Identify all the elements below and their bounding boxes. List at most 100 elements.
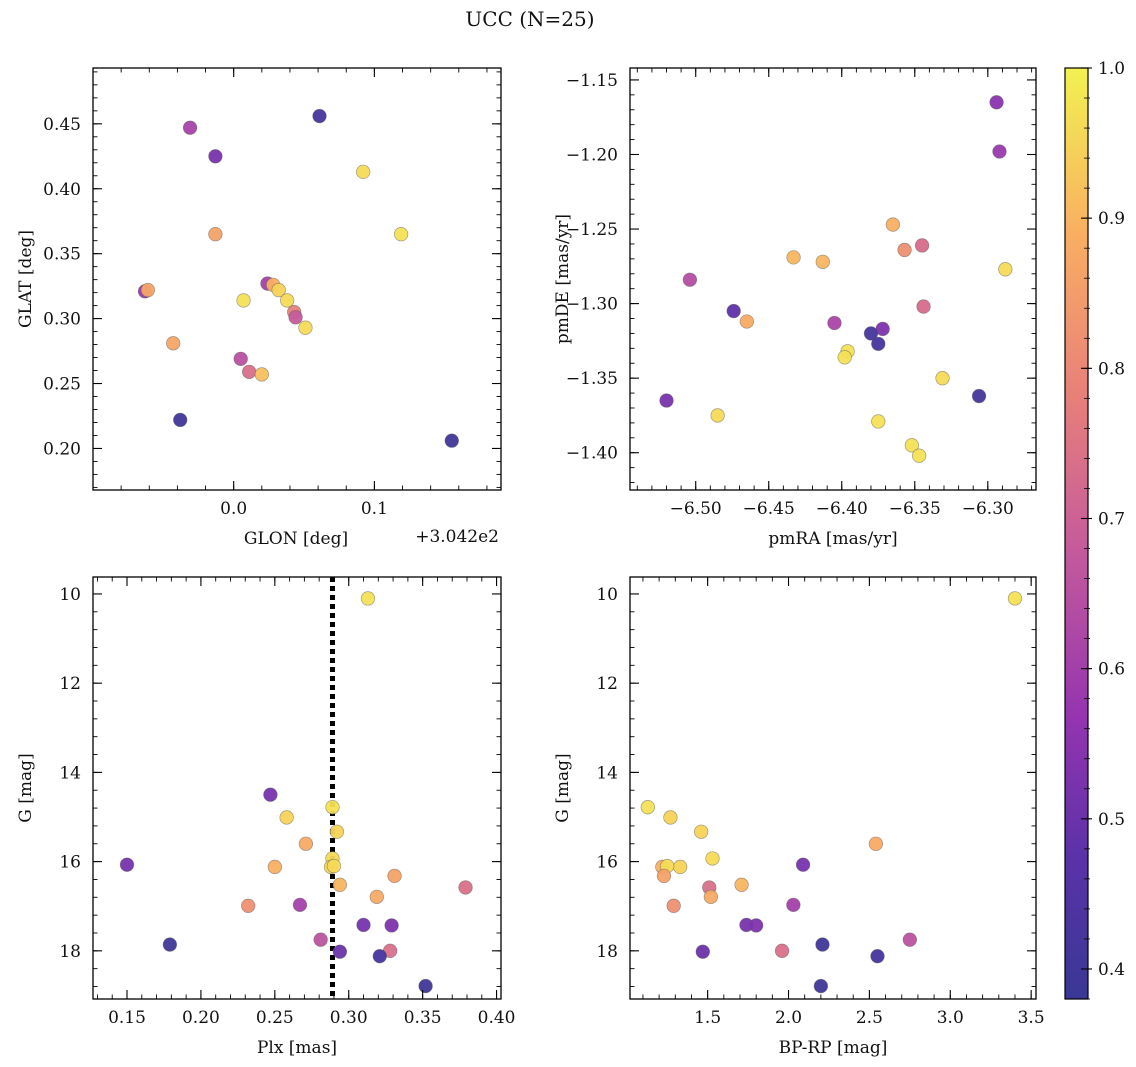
axes-frame — [92, 576, 502, 1000]
panel-4: 1.5 2.0 2.5 3.0 3.5 10 12 14 16 18 BP-RP [mag] G [m… — [553, 576, 1045, 1058]
y-tick-label: 0.30 — [43, 310, 81, 330]
y-tick-label: 0.35 — [43, 245, 81, 265]
scatter-point — [868, 836, 884, 851]
scatter-point — [279, 810, 294, 825]
scatter-point — [418, 978, 433, 994]
y-tick-label: 12 — [59, 674, 81, 694]
scatter-point — [666, 898, 681, 913]
scatter-point — [672, 859, 688, 875]
x-tick-label: −6.35 — [889, 499, 941, 519]
scatter-point — [162, 937, 178, 952]
x-tick-label: 0.35 — [404, 1008, 442, 1028]
y-tick-label: −1.30 — [566, 295, 618, 315]
colorbar-tick-label: 1.0 — [1098, 59, 1125, 79]
colorbar: 0.4 0.5 0.6 0.7 0.8 0.9 1.0 — [1064, 59, 1125, 1000]
panels: 0.0 0.1 0.20 0.25 0.30 0.35 0.40 0.45 GLON [deg]… — [16, 67, 1045, 1058]
scatter-point — [140, 282, 156, 298]
y-tick-label: 14 — [59, 763, 81, 783]
scatter-point — [267, 859, 282, 875]
y-axis-label: pmDE [mas/yr] — [553, 214, 573, 344]
scatter-point — [795, 857, 811, 872]
scatter-point — [871, 336, 886, 352]
x-tick-label: −6.30 — [962, 499, 1014, 519]
scatter-point — [726, 303, 741, 319]
x-tick-label: 3.5 — [1018, 1008, 1045, 1028]
scatter-point — [233, 351, 248, 367]
scatter-point — [863, 326, 879, 341]
x-tick-label: 0.30 — [330, 1008, 368, 1028]
x-tick-label: −6.40 — [816, 499, 868, 519]
scatter-point — [387, 868, 402, 884]
scatter-point — [360, 591, 376, 606]
colorbar-tick-label: 0.9 — [1098, 209, 1125, 229]
y-tick-label: 10 — [59, 585, 81, 605]
scatter-point — [355, 164, 371, 180]
scatter-point — [369, 889, 384, 904]
scatter-point — [813, 978, 829, 994]
y-axis-label: G [mag] — [16, 753, 36, 822]
scatter-point — [326, 858, 342, 874]
figure-title: UCC (N=25) — [465, 7, 594, 31]
panel-1: 0.0 0.1 0.20 0.25 0.30 0.35 0.40 0.45 GLON [deg]… — [16, 67, 502, 549]
scatter-point — [998, 262, 1013, 277]
scatter-point — [682, 272, 698, 287]
x-tick-label: 2.0 — [775, 1008, 802, 1028]
scatter-point — [263, 787, 278, 802]
y-tick-label: 12 — [596, 674, 618, 694]
scatter-point — [786, 250, 801, 265]
x-tick-label: 1.5 — [694, 1008, 721, 1028]
scatter-point — [837, 350, 852, 365]
y-tick-label: 10 — [596, 585, 618, 605]
scatter-point — [663, 810, 678, 825]
scatter-point — [166, 336, 181, 351]
scatter-point — [288, 310, 303, 325]
scatter-point — [871, 414, 886, 429]
x-axis-label: pmRA [mas/yr] — [768, 529, 897, 549]
y-tick-label: 0.20 — [43, 439, 81, 459]
scatter-point — [703, 889, 719, 904]
scatter-point — [971, 388, 987, 404]
scatter-point — [914, 238, 930, 253]
panel-2: −6.50 −6.45 −6.40 −6.35 −6.30 −1.40 −1.35 −1.30… — [553, 67, 1037, 549]
scatter-point — [786, 897, 801, 913]
y-tick-label: 18 — [596, 942, 618, 962]
y-tick-label: −1.15 — [566, 71, 618, 91]
scatter-point — [640, 800, 655, 815]
axes-frame — [629, 67, 1037, 491]
scatter-point — [312, 108, 327, 124]
scatter-point — [904, 438, 920, 453]
y-tick-label: −1.35 — [566, 369, 618, 389]
scatter-point — [298, 320, 313, 335]
scatter-point — [271, 282, 286, 298]
scatter-point — [236, 293, 251, 308]
colorbar-gradient — [1064, 67, 1089, 1000]
scatter-point — [885, 217, 901, 232]
scatter-point — [815, 254, 830, 270]
y-tick-label: 0.25 — [43, 375, 81, 395]
scatter-point — [916, 299, 931, 314]
scatter-point — [739, 314, 754, 329]
colorbar-tick-label: 0.8 — [1098, 359, 1125, 379]
x-tick-label: 0.0 — [220, 499, 247, 519]
scatter-point — [332, 877, 348, 892]
axes-frame — [92, 67, 502, 491]
scatter-point — [173, 412, 188, 428]
x-tick-label: 2.5 — [856, 1008, 883, 1028]
scatter-point — [734, 877, 749, 892]
scatter-point — [695, 944, 710, 959]
y-tick-label: 0.45 — [43, 115, 81, 135]
scatter-point — [1007, 591, 1023, 606]
colorbar-tick-label: 0.6 — [1098, 660, 1125, 680]
scatter-point — [935, 371, 950, 386]
scatter-point — [815, 937, 830, 952]
x-axis-label: GLON [deg] — [244, 529, 348, 549]
scatter-point — [241, 898, 256, 913]
y-tick-label: −1.25 — [566, 220, 618, 240]
scatter-point — [694, 824, 709, 839]
scatter-point — [912, 448, 927, 463]
y-tick-label: −1.40 — [566, 444, 618, 464]
scatter-point — [372, 949, 387, 964]
y-tick-label: 16 — [59, 853, 81, 873]
scatter-point — [325, 800, 340, 815]
